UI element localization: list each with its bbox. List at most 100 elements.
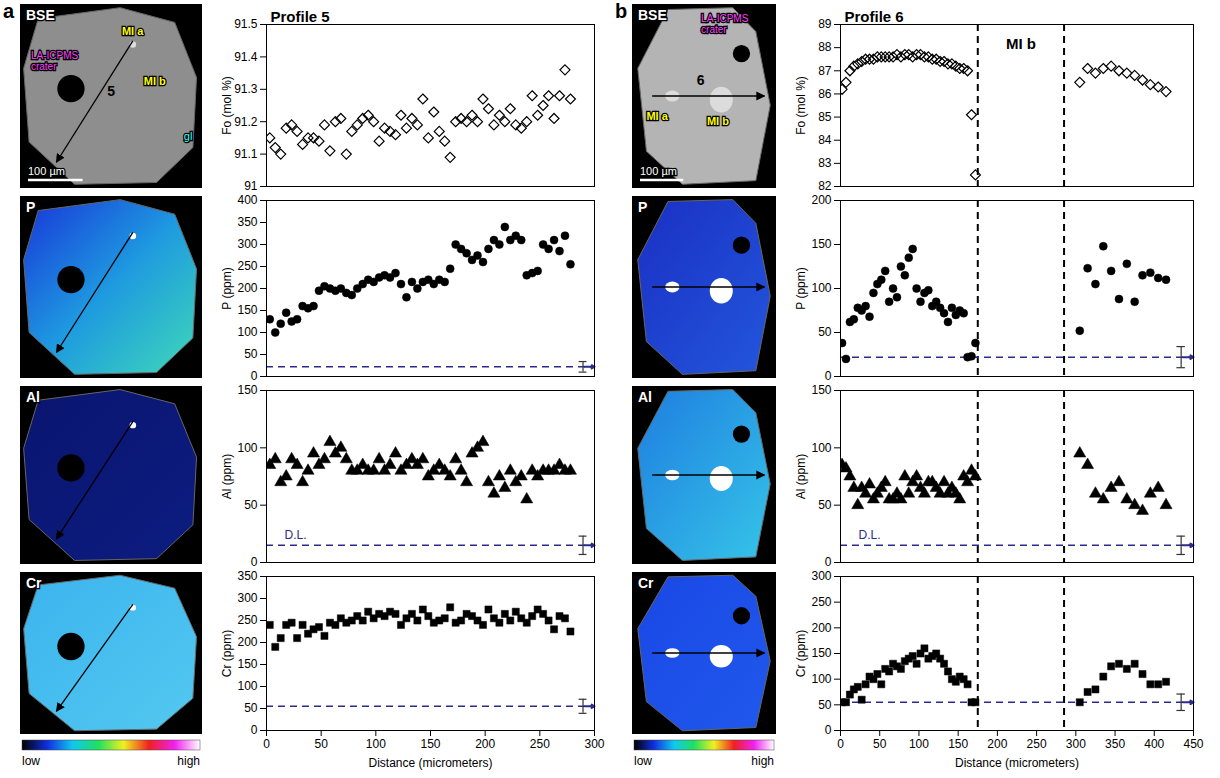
svg-text:100: 100 [909, 737, 929, 751]
svg-text:200: 200 [811, 621, 831, 635]
svg-text:high: high [177, 754, 200, 768]
svg-text:200: 200 [237, 281, 257, 295]
svg-text:350: 350 [1105, 737, 1125, 751]
svg-text:300: 300 [584, 737, 604, 751]
svg-text:50: 50 [244, 347, 258, 361]
svg-text:low: low [634, 754, 652, 768]
svg-text:300: 300 [811, 569, 831, 583]
svg-text:150: 150 [811, 383, 831, 397]
svg-text:150: 150 [811, 646, 831, 660]
svg-text:0: 0 [825, 723, 832, 737]
svg-text:gl: gl [184, 130, 193, 142]
svg-text:MI a: MI a [122, 25, 144, 37]
svg-text:0: 0 [837, 737, 844, 751]
svg-text:88: 88 [818, 40, 832, 54]
svg-text:50: 50 [873, 737, 887, 751]
svg-text:low: low [22, 754, 40, 768]
svg-text:Cr (ppm): Cr (ppm) [220, 630, 234, 677]
svg-text:50: 50 [818, 325, 832, 339]
svg-text:250: 250 [237, 259, 257, 273]
svg-text:100: 100 [237, 325, 257, 339]
svg-text:100: 100 [811, 281, 831, 295]
svg-text:86: 86 [818, 87, 832, 101]
svg-text:MI b: MI b [707, 115, 729, 127]
svg-text:150: 150 [237, 383, 257, 397]
svg-text:50: 50 [244, 498, 258, 512]
svg-text:150: 150 [948, 737, 968, 751]
svg-text:high: high [751, 754, 774, 768]
svg-text:MI b: MI b [144, 75, 166, 87]
svg-text:MI b: MI b [1006, 35, 1036, 52]
svg-text:Fo (mol %): Fo (mol %) [794, 76, 808, 135]
svg-text:100: 100 [237, 679, 257, 693]
svg-text:50: 50 [818, 698, 832, 712]
svg-text:50: 50 [818, 498, 832, 512]
svg-text:Al: Al [638, 389, 652, 405]
svg-text:150: 150 [420, 737, 440, 751]
svg-text:D.L.: D.L. [859, 528, 881, 542]
svg-text:Fo (mol %): Fo (mol %) [220, 76, 234, 135]
svg-text:87: 87 [818, 64, 832, 78]
svg-text:6: 6 [697, 72, 705, 88]
svg-text:85: 85 [818, 110, 832, 124]
svg-text:P (ppm): P (ppm) [794, 267, 808, 309]
svg-text:P (ppm): P (ppm) [220, 267, 234, 309]
svg-text:Cr: Cr [638, 575, 654, 591]
svg-text:Distance (micrometers): Distance (micrometers) [955, 756, 1079, 770]
svg-text:100: 100 [811, 672, 831, 686]
svg-text:50: 50 [244, 701, 258, 715]
svg-text:P: P [638, 199, 647, 215]
svg-text:200: 200 [475, 737, 495, 751]
svg-text:300: 300 [237, 591, 257, 605]
svg-text:400: 400 [237, 193, 257, 207]
svg-text:200: 200 [811, 193, 831, 207]
svg-text:D.L.: D.L. [285, 528, 307, 542]
svg-text:LA-ICPMScrater: LA-ICPMScrater [31, 50, 79, 72]
svg-text:250: 250 [530, 737, 550, 751]
svg-text:91.5: 91.5 [234, 17, 258, 31]
svg-text:Profile 6: Profile 6 [845, 8, 904, 25]
svg-text:Cr: Cr [26, 575, 42, 591]
svg-text:89: 89 [818, 17, 832, 31]
svg-text:91.3: 91.3 [234, 82, 258, 96]
svg-text:LA-ICPMScrater: LA-ICPMScrater [701, 13, 749, 35]
svg-text:83: 83 [818, 156, 832, 170]
svg-text:Al (ppm): Al (ppm) [220, 454, 234, 499]
svg-text:250: 250 [237, 613, 257, 627]
svg-text:400: 400 [1144, 737, 1164, 751]
svg-text:50: 50 [314, 737, 328, 751]
svg-text:91.1: 91.1 [234, 147, 258, 161]
svg-text:250: 250 [1027, 737, 1047, 751]
svg-text:300: 300 [1066, 737, 1086, 751]
svg-text:150: 150 [811, 237, 831, 251]
svg-text:91.4: 91.4 [234, 50, 258, 64]
svg-text:350: 350 [237, 569, 257, 583]
svg-text:84: 84 [818, 133, 832, 147]
svg-text:300: 300 [237, 237, 257, 251]
svg-text:Cr (ppm): Cr (ppm) [794, 630, 808, 677]
svg-text:0: 0 [251, 723, 258, 737]
svg-text:250: 250 [811, 595, 831, 609]
svg-text:MI a: MI a [646, 110, 668, 122]
svg-text:BSE: BSE [26, 7, 55, 23]
svg-text:100: 100 [366, 737, 386, 751]
svg-text:Al (ppm): Al (ppm) [794, 454, 808, 499]
svg-text:150: 150 [237, 657, 257, 671]
svg-text:450: 450 [1183, 737, 1203, 751]
svg-text:BSE: BSE [638, 7, 667, 23]
svg-text:91.2: 91.2 [234, 115, 258, 129]
svg-text:100 µm: 100 µm [28, 165, 65, 177]
svg-text:150: 150 [237, 303, 257, 317]
svg-text:350: 350 [237, 215, 257, 229]
svg-text:0: 0 [263, 737, 270, 751]
svg-text:200: 200 [987, 737, 1007, 751]
svg-text:100: 100 [237, 441, 257, 455]
svg-text:5: 5 [107, 83, 115, 99]
svg-text:Profile 5: Profile 5 [271, 8, 330, 25]
svg-text:P: P [26, 199, 35, 215]
svg-text:100: 100 [811, 441, 831, 455]
svg-text:Al: Al [26, 389, 40, 405]
svg-text:200: 200 [237, 635, 257, 649]
svg-text:100 µm: 100 µm [640, 165, 677, 177]
svg-text:Distance (micrometers): Distance (micrometers) [368, 756, 492, 770]
